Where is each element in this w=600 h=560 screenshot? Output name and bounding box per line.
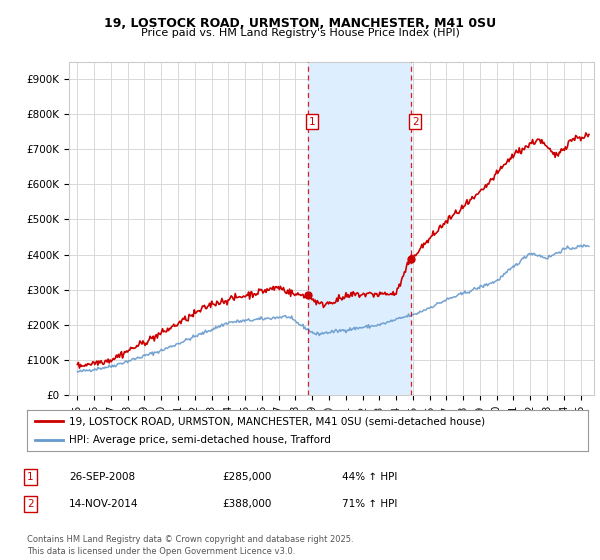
Text: £285,000: £285,000	[222, 472, 271, 482]
Text: Contains HM Land Registry data © Crown copyright and database right 2025.
This d: Contains HM Land Registry data © Crown c…	[27, 535, 353, 556]
Text: 19, LOSTOCK ROAD, URMSTON, MANCHESTER, M41 0SU: 19, LOSTOCK ROAD, URMSTON, MANCHESTER, M…	[104, 17, 496, 30]
Text: 71% ↑ HPI: 71% ↑ HPI	[342, 499, 397, 509]
Text: Price paid vs. HM Land Registry's House Price Index (HPI): Price paid vs. HM Land Registry's House …	[140, 28, 460, 38]
Text: 1: 1	[309, 116, 316, 127]
Text: 44% ↑ HPI: 44% ↑ HPI	[342, 472, 397, 482]
Text: 26-SEP-2008: 26-SEP-2008	[69, 472, 135, 482]
Text: 1: 1	[27, 472, 34, 482]
Text: 2: 2	[412, 116, 419, 127]
Text: 14-NOV-2014: 14-NOV-2014	[69, 499, 139, 509]
Bar	[308, 62, 410, 395]
Text: £388,000: £388,000	[222, 499, 271, 509]
Text: 19, LOSTOCK ROAD, URMSTON, MANCHESTER, M41 0SU (semi-detached house): 19, LOSTOCK ROAD, URMSTON, MANCHESTER, M…	[69, 417, 485, 426]
Text: 2: 2	[27, 499, 34, 509]
Text: HPI: Average price, semi-detached house, Trafford: HPI: Average price, semi-detached house,…	[69, 435, 331, 445]
